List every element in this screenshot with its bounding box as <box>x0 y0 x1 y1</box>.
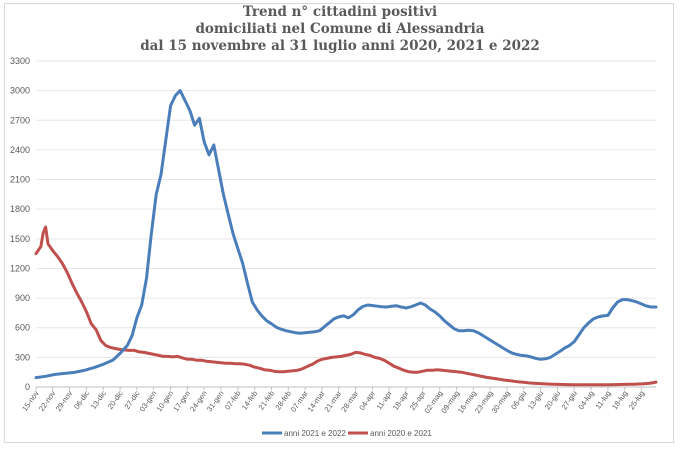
x-tick-label: 18-lug <box>610 389 629 411</box>
series-layer <box>34 89 658 387</box>
x-tick-label: 18-apr <box>391 389 411 412</box>
chart-frame <box>4 3 674 443</box>
x-axis: 15-nov22-nov29-nov06-dic13-dic20-dic27-d… <box>20 387 646 415</box>
y-tick-label: 2700 <box>10 115 30 125</box>
x-tick-label: 06-giu <box>509 389 528 411</box>
series-line-1 <box>34 225 658 387</box>
x-tick-label: 25-lug <box>627 389 646 411</box>
y-tick-label: 300 <box>15 352 30 362</box>
series-line-0 <box>34 89 658 380</box>
x-tick-label: 13-giu <box>526 389 545 411</box>
x-tick-label: 04-apr <box>357 389 377 412</box>
x-tick-label: 04-lug <box>576 389 595 411</box>
chart-title-line-1: Trend n° cittadini positivi <box>242 4 438 20</box>
x-tick-label: 06-dic <box>72 389 91 411</box>
x-tick-label: 14-feb <box>240 389 260 412</box>
x-tick-label: 31-gen <box>205 389 226 413</box>
y-tick-label: 0 <box>25 382 30 392</box>
x-tick-label: 13-dic <box>89 389 108 411</box>
legend: anni 2021 e 2022 anni 2020 e 2021 <box>262 429 432 438</box>
y-tick-label: 900 <box>15 293 30 303</box>
x-tick-label: 21-feb <box>257 389 277 412</box>
y-axis: 0 300 600 900 1200 1500 1800 2100 2400 2700 3000 33… <box>10 56 30 392</box>
x-tick-label: 27-giu <box>560 389 579 411</box>
y-tick-label: 3000 <box>10 86 30 96</box>
y-tick-label: 2100 <box>10 175 30 185</box>
y-tick-label: 2400 <box>10 145 30 155</box>
chart-title-line-2: domiciliati nel Comune di Alessandria <box>195 21 485 37</box>
y-tick-label: 1200 <box>10 263 30 273</box>
x-tick-label: 28-mar <box>339 389 360 414</box>
x-tick-label: 29-nov <box>54 389 75 413</box>
legend-label: anni 2021 e 2022 <box>284 429 346 438</box>
legend-label: anni 2020 e 2021 <box>370 429 432 438</box>
y-tick-label: 600 <box>15 323 30 333</box>
chart-title-line-3: dal 15 novembre al 31 luglio anni 2020, … <box>140 38 540 54</box>
chart-title: Trend n° cittadini positivi domiciliati … <box>0 4 680 55</box>
gridlines <box>36 60 656 388</box>
x-tick-label: 11-lug <box>594 389 613 411</box>
x-tick-label: 07-feb <box>223 389 243 412</box>
x-tick-label: 20-giu <box>543 389 562 411</box>
y-tick-label: 1500 <box>10 234 30 244</box>
x-tick-label: 20-dic <box>106 389 125 411</box>
y-tick-label: 1800 <box>10 204 30 214</box>
y-tick-label: 3300 <box>10 56 30 66</box>
